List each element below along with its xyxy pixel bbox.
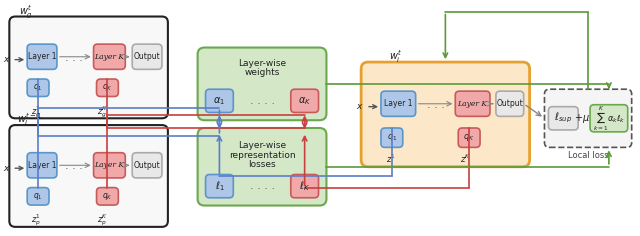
Text: $w_g^t$: $w_g^t$: [19, 3, 33, 21]
Text: $q_1$: $q_1$: [387, 132, 397, 143]
Text: $q_1$: $q_1$: [33, 191, 43, 202]
FancyBboxPatch shape: [458, 128, 480, 147]
Text: . . . .: . . . .: [250, 96, 275, 106]
Text: $q_1$: $q_1$: [33, 82, 43, 93]
FancyBboxPatch shape: [198, 128, 326, 206]
Text: Output: Output: [497, 99, 523, 108]
FancyBboxPatch shape: [291, 174, 319, 198]
Text: . . .: . . .: [65, 53, 83, 63]
FancyBboxPatch shape: [205, 89, 234, 113]
Text: losses: losses: [248, 160, 276, 169]
Text: $\sum_{k=1}^{K}\alpha_k\ell_k$: $\sum_{k=1}^{K}\alpha_k\ell_k$: [593, 104, 625, 133]
FancyBboxPatch shape: [198, 47, 326, 120]
FancyBboxPatch shape: [548, 107, 578, 130]
Text: $q_K$: $q_K$: [102, 82, 113, 93]
FancyBboxPatch shape: [93, 44, 125, 69]
Text: $z_g^K$: $z_g^K$: [97, 104, 108, 120]
FancyBboxPatch shape: [27, 44, 57, 69]
FancyBboxPatch shape: [381, 91, 415, 116]
Text: $w_i^{t-1}$: $w_i^{t-1}$: [17, 111, 42, 128]
FancyBboxPatch shape: [455, 91, 490, 116]
Text: $\ell_1$: $\ell_1$: [214, 179, 224, 193]
FancyBboxPatch shape: [97, 79, 118, 97]
Text: $q_K$: $q_K$: [102, 191, 113, 202]
Text: . . . .: . . . .: [250, 181, 275, 191]
Text: . . .: . . .: [426, 100, 444, 110]
FancyBboxPatch shape: [545, 89, 632, 147]
FancyBboxPatch shape: [10, 17, 168, 118]
Text: $\alpha_1$: $\alpha_1$: [213, 95, 225, 107]
FancyBboxPatch shape: [97, 188, 118, 205]
FancyBboxPatch shape: [496, 91, 524, 116]
Text: $\alpha_K$: $\alpha_K$: [298, 95, 311, 107]
Text: $q_K$: $q_K$: [463, 132, 475, 143]
FancyBboxPatch shape: [291, 89, 319, 113]
FancyBboxPatch shape: [205, 174, 234, 198]
Text: $z^K$: $z^K$: [460, 152, 471, 165]
FancyBboxPatch shape: [10, 125, 168, 227]
FancyBboxPatch shape: [27, 153, 57, 178]
Text: $x$: $x$: [356, 102, 364, 111]
FancyBboxPatch shape: [132, 44, 162, 69]
Text: $\ell_{sup}$: $\ell_{sup}$: [554, 111, 572, 126]
FancyBboxPatch shape: [27, 79, 49, 97]
Text: $x$: $x$: [3, 55, 10, 64]
FancyBboxPatch shape: [132, 153, 162, 178]
FancyBboxPatch shape: [93, 153, 125, 178]
Text: Layer 1: Layer 1: [28, 161, 56, 170]
Text: Output: Output: [134, 161, 161, 170]
Text: representation: representation: [228, 151, 295, 160]
Text: Layer K: Layer K: [94, 161, 125, 169]
FancyBboxPatch shape: [590, 105, 628, 132]
Text: Layer 1: Layer 1: [28, 52, 56, 61]
Text: $z^1$: $z^1$: [386, 152, 396, 165]
Text: Layer-wise: Layer-wise: [238, 141, 286, 150]
Text: Layer K: Layer K: [458, 100, 488, 108]
Text: $+\mu$: $+\mu$: [574, 112, 590, 125]
Text: . . .: . . .: [65, 161, 83, 171]
Text: $w_i^t$: $w_i^t$: [389, 48, 402, 65]
Text: $z_p^K$: $z_p^K$: [97, 213, 108, 228]
Text: $x$: $x$: [3, 164, 10, 173]
FancyBboxPatch shape: [381, 128, 403, 147]
Text: $\ell_K$: $\ell_K$: [299, 179, 310, 193]
FancyBboxPatch shape: [361, 62, 530, 167]
Text: Layer K: Layer K: [94, 53, 125, 61]
FancyBboxPatch shape: [27, 188, 49, 205]
Text: Layer-wise: Layer-wise: [238, 59, 286, 67]
Text: weights: weights: [244, 68, 280, 77]
Text: Layer 1: Layer 1: [384, 99, 413, 108]
Text: $z_g^1$: $z_g^1$: [31, 104, 41, 120]
Text: Local loss: Local loss: [568, 151, 609, 160]
Text: $z_p^1$: $z_p^1$: [31, 213, 41, 228]
Text: Output: Output: [134, 52, 161, 61]
